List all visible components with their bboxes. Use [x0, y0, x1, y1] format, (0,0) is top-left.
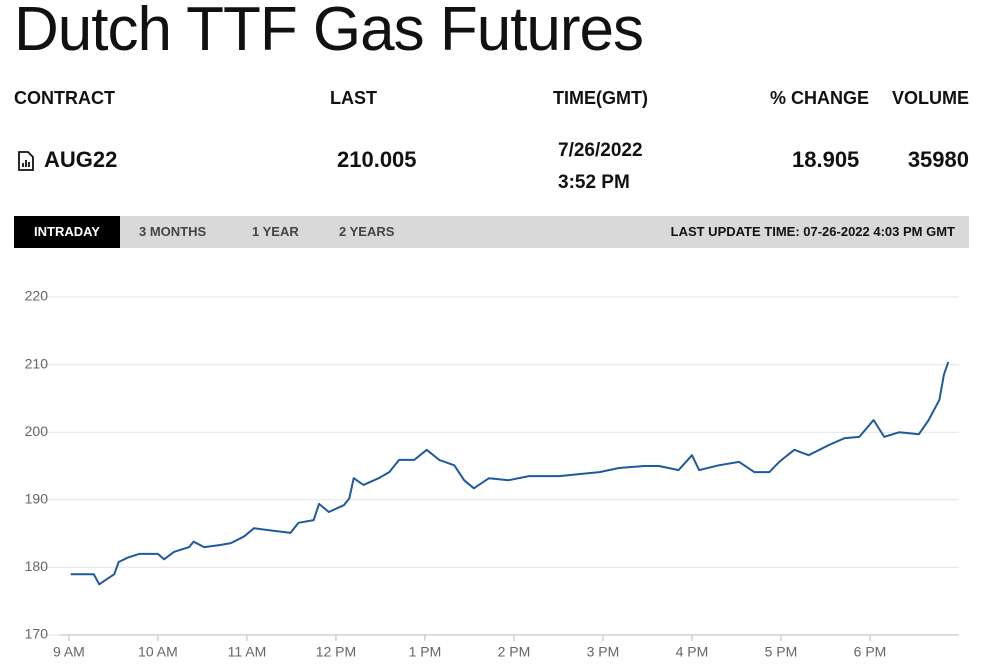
chart-icon[interactable] [17, 151, 35, 171]
tab-bar: INTRADAY 3 MONTHS 1 YEAR 2 YEARS LAST UP… [14, 216, 969, 248]
y-tick-label: 180 [25, 558, 49, 574]
column-header: % CHANGE [770, 88, 870, 108]
page-title: Dutch TTF Gas Futures [14, 0, 644, 64]
x-tick-label: 9 AM [53, 644, 85, 660]
y-tick-label: 190 [25, 491, 49, 507]
tab[interactable]: 1 YEAR [252, 224, 299, 239]
time-date: 7/26/2022 [558, 140, 643, 161]
column-header: CONTRACT [14, 88, 115, 108]
y-tick-label: 220 [25, 288, 49, 304]
price-line [70, 361, 950, 586]
x-tick-label: 4 PM [676, 644, 709, 660]
x-tick-label: 5 PM [765, 644, 798, 660]
percent-change: 18.905 [792, 147, 860, 172]
column-header: TIME(GMT) [553, 88, 648, 108]
x-tick-label: 3 PM [587, 644, 620, 660]
tab[interactable]: INTRADAY [14, 216, 120, 248]
column-header: VOLUME [891, 88, 969, 108]
y-tick-label: 200 [25, 423, 49, 439]
column-header: LAST [330, 88, 377, 108]
x-tick-label: 2 PM [498, 644, 531, 660]
last-update: LAST UPDATE TIME: 07-26-2022 4:03 PM GMT [670, 224, 955, 239]
y-tick-label: 210 [25, 355, 49, 371]
x-tick-label: 12 PM [316, 644, 356, 660]
x-tick-label: 6 PM [854, 644, 887, 660]
x-tick-label: 1 PM [409, 644, 442, 660]
chart: 170 180 190 200 210 220 9 AM 10 AM 11 AM 12 PM 1 P… [25, 288, 959, 660]
last-price: 210.005 [337, 147, 417, 172]
tab[interactable]: 2 YEARS [339, 224, 395, 239]
y-tick-label: 170 [25, 626, 49, 642]
x-tick-label: 10 AM [138, 644, 178, 660]
contract[interactable]: AUG22 [44, 147, 118, 172]
volume: 35980 [907, 147, 969, 172]
tab[interactable]: 3 MONTHS [139, 224, 207, 239]
time-clock: 3:52 PM [558, 172, 630, 193]
x-tick-label: 11 AM [228, 644, 267, 660]
